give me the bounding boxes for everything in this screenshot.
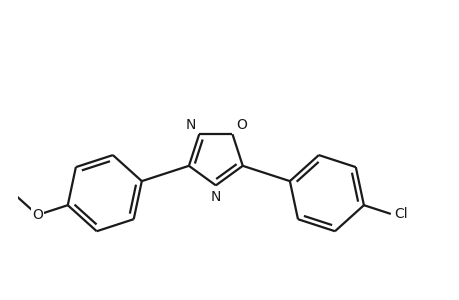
Text: N: N	[185, 118, 196, 132]
Text: Cl: Cl	[393, 207, 407, 221]
Text: O: O	[235, 118, 246, 132]
Text: O: O	[32, 208, 43, 222]
Text: N: N	[210, 190, 221, 204]
